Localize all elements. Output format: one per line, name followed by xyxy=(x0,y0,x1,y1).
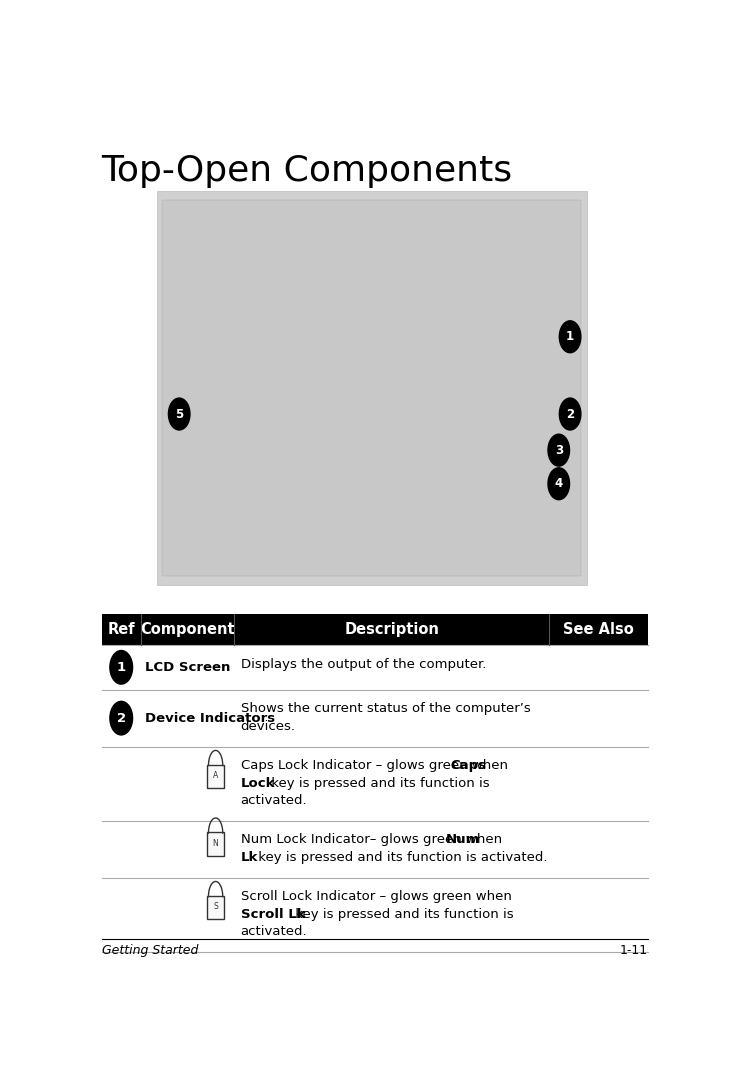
Circle shape xyxy=(559,398,581,430)
Text: devices.: devices. xyxy=(240,720,295,733)
Text: Caps Lock Indicator – glows green when: Caps Lock Indicator – glows green when xyxy=(240,759,512,771)
Text: activated.: activated. xyxy=(240,794,307,807)
FancyBboxPatch shape xyxy=(207,832,224,855)
Circle shape xyxy=(110,702,132,735)
Circle shape xyxy=(548,468,569,500)
Circle shape xyxy=(110,650,132,684)
Text: 1: 1 xyxy=(117,661,126,674)
Text: LCD Screen: LCD Screen xyxy=(145,661,230,674)
Text: key is pressed and its function is: key is pressed and its function is xyxy=(268,777,490,790)
Circle shape xyxy=(559,321,581,352)
Circle shape xyxy=(168,398,190,430)
Text: Lk: Lk xyxy=(240,851,258,864)
Text: 5: 5 xyxy=(175,408,183,420)
Text: Top-Open Components: Top-Open Components xyxy=(102,155,512,189)
Text: Device Indicators: Device Indicators xyxy=(145,711,275,724)
Text: key is pressed and its function is: key is pressed and its function is xyxy=(291,908,513,921)
Text: 3: 3 xyxy=(555,444,563,457)
Text: Scroll Lock Indicator – glows green when: Scroll Lock Indicator – glows green when xyxy=(240,890,512,903)
Text: S: S xyxy=(213,902,218,911)
Text: Num Lock Indicator– glows green when: Num Lock Indicator– glows green when xyxy=(240,834,506,847)
Text: 1-11: 1-11 xyxy=(620,944,648,957)
Text: Shows the current status of the computer’s: Shows the current status of the computer… xyxy=(240,703,530,716)
FancyBboxPatch shape xyxy=(207,765,224,788)
Text: Description: Description xyxy=(344,622,439,637)
Text: N: N xyxy=(213,839,219,848)
FancyBboxPatch shape xyxy=(162,200,581,576)
Circle shape xyxy=(548,434,569,466)
FancyBboxPatch shape xyxy=(102,614,648,645)
Text: See Also: See Also xyxy=(563,622,634,637)
Text: Num: Num xyxy=(446,834,480,847)
FancyBboxPatch shape xyxy=(156,191,587,585)
Text: Scroll Lk: Scroll Lk xyxy=(240,908,305,921)
FancyBboxPatch shape xyxy=(207,896,224,920)
Text: Displays the output of the computer.: Displays the output of the computer. xyxy=(240,659,486,671)
Text: Component: Component xyxy=(140,622,235,637)
Text: 2: 2 xyxy=(117,711,126,724)
Text: Lock: Lock xyxy=(240,777,275,790)
Text: 1: 1 xyxy=(566,331,574,344)
Text: activated.: activated. xyxy=(240,925,307,938)
Text: key is pressed and its function is activated.: key is pressed and its function is activ… xyxy=(254,851,548,864)
Text: Caps: Caps xyxy=(451,759,487,771)
Text: Getting Started: Getting Started xyxy=(102,944,198,957)
Text: 2: 2 xyxy=(566,408,574,420)
Text: A: A xyxy=(213,771,219,780)
Text: 4: 4 xyxy=(555,477,563,490)
Text: Ref: Ref xyxy=(107,622,135,637)
